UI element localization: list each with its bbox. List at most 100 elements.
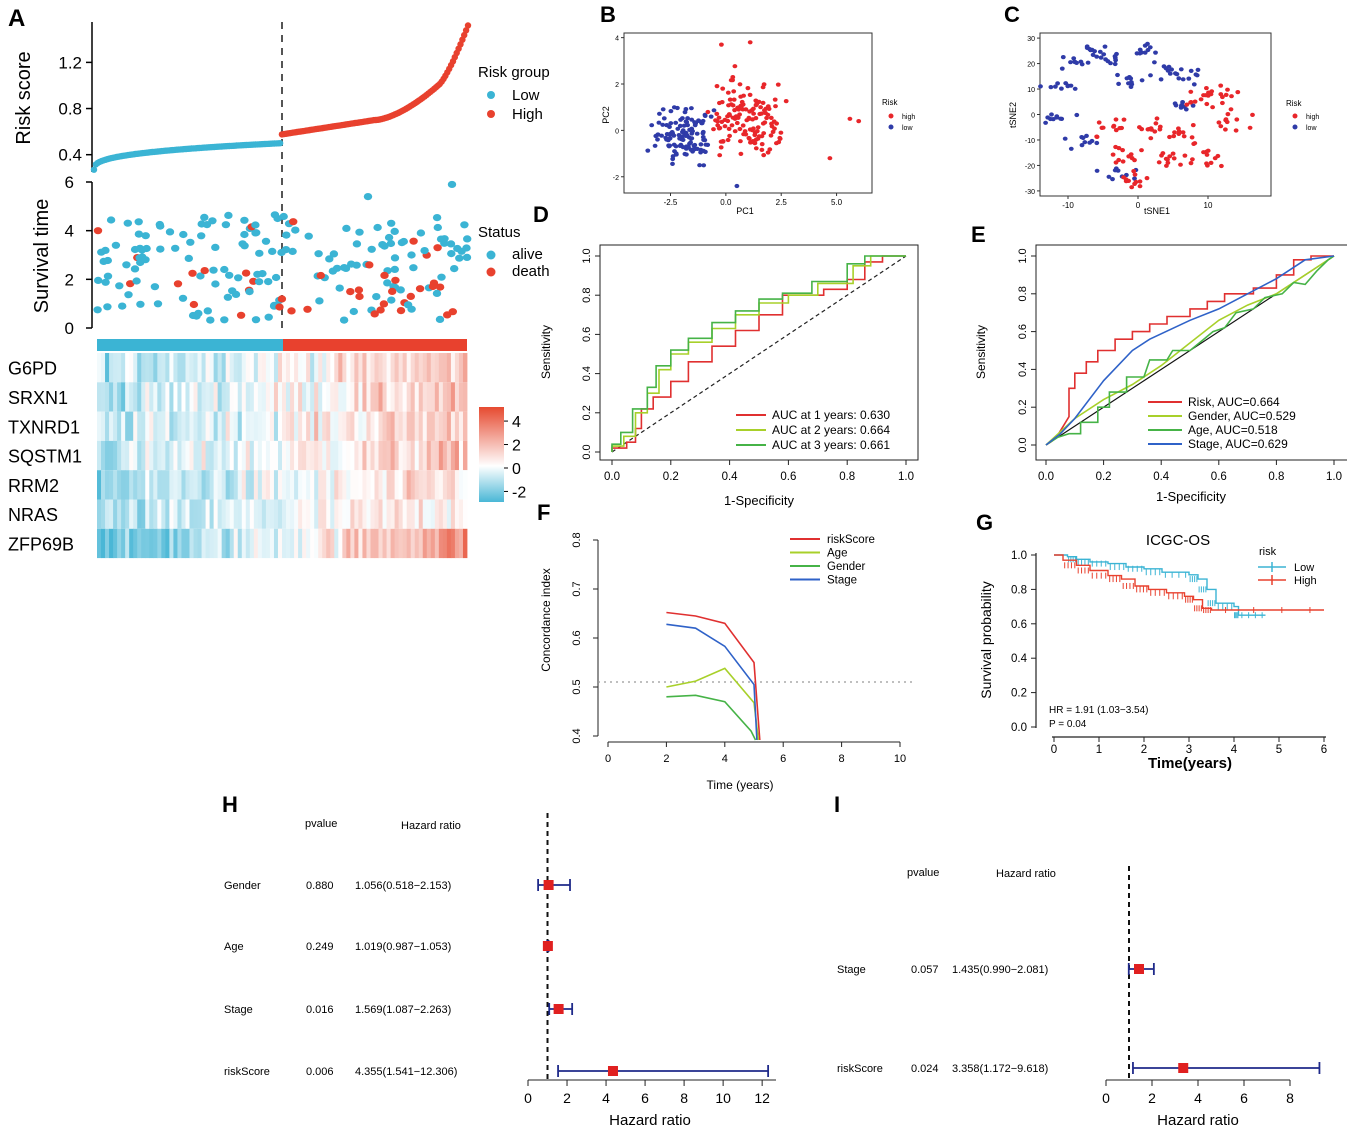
survival-point-alive xyxy=(223,293,233,301)
scatter-point-high xyxy=(751,111,756,116)
scatter-point-low xyxy=(661,116,667,121)
survival-point-alive xyxy=(268,247,277,255)
heatmap-cell xyxy=(398,528,404,559)
heatmap-cell xyxy=(177,528,182,559)
heatmap-cell xyxy=(113,528,118,559)
heatmap-cell xyxy=(245,440,251,471)
km-title: ICGC-OS xyxy=(1146,532,1210,549)
roc-curve xyxy=(611,255,906,452)
roc-ytick-label: 0.8 xyxy=(581,288,593,303)
gene-label: RRM2 xyxy=(8,476,59,496)
heatmap-cell xyxy=(205,382,211,412)
heatmap-cell xyxy=(398,440,404,471)
scatter-point-high xyxy=(1171,156,1177,161)
survival-point-alive xyxy=(196,272,205,280)
cindex-legend-label: Age xyxy=(827,548,847,560)
scatter-point-high xyxy=(778,130,784,135)
scatter-point-high xyxy=(1123,179,1129,184)
heatmap-cell xyxy=(241,411,247,441)
heatmap-cell xyxy=(394,470,400,500)
risk-score-point xyxy=(464,22,472,29)
scatter-point-low xyxy=(666,143,671,148)
heatmap-cell xyxy=(386,470,391,500)
heatmap-cell xyxy=(157,499,162,529)
forest-row-pvalue: 0.249 xyxy=(306,941,334,953)
scatter-point-high xyxy=(753,103,759,108)
survival-point-death xyxy=(380,271,389,279)
heatmap-cell xyxy=(109,499,114,529)
km-ytick-label: 0.6 xyxy=(1011,619,1027,631)
heatmap-cell xyxy=(197,470,202,500)
heatmap-cell xyxy=(314,411,319,441)
heatmap-cell xyxy=(334,353,339,383)
forest-xtick-label: 2 xyxy=(563,1090,571,1106)
scatter-point-low xyxy=(1068,146,1074,151)
heatmap-cell xyxy=(193,440,198,471)
heatmap-cell xyxy=(165,528,170,559)
heatmap-cell xyxy=(185,499,190,529)
scatter-point-high xyxy=(734,120,740,126)
heatmap-cell xyxy=(113,499,118,529)
scatter-point-low xyxy=(696,118,702,123)
scatter-point-low xyxy=(676,133,682,138)
survival-point-alive xyxy=(384,233,394,242)
heatmap-cell xyxy=(253,470,259,500)
cindex-ytick-label: 0.8 xyxy=(571,532,583,547)
heatmap-cell xyxy=(326,440,331,471)
heatmap-cell xyxy=(386,382,391,412)
heatmap-cell xyxy=(165,470,170,500)
heatmap-cell xyxy=(430,528,436,559)
heatmap-cell xyxy=(342,470,347,500)
heatmap-cell xyxy=(265,411,271,441)
heatmap-cell xyxy=(398,499,404,529)
heatmap-cell xyxy=(217,440,223,471)
heatmap-cell xyxy=(105,353,110,383)
heatmap-cell xyxy=(318,353,323,383)
scatter-point-high xyxy=(777,136,783,141)
km-xlabel: Time(years) xyxy=(1148,755,1232,772)
heatmap-cell xyxy=(402,411,408,441)
cindex-xtick-label: 6 xyxy=(780,753,786,765)
heatmap-cell xyxy=(165,353,170,383)
heatmap-cell xyxy=(318,411,323,441)
scatter-point-low xyxy=(1128,76,1134,81)
heatmap-cell xyxy=(189,440,194,471)
heatmap-cell xyxy=(334,440,339,471)
scatter-point-low xyxy=(683,133,689,138)
km-xtick-label: 3 xyxy=(1186,744,1192,756)
scatter-point-low xyxy=(1079,62,1085,67)
survival-point-death xyxy=(275,303,284,311)
forest-xtick-label: 8 xyxy=(680,1090,688,1106)
forest-row-pvalue: 0.057 xyxy=(911,964,939,976)
heatmap-cell xyxy=(109,440,114,471)
survival-point-alive xyxy=(165,228,175,236)
heatmap-cell xyxy=(290,382,295,412)
heatmap-cell xyxy=(277,353,283,383)
heatmap-cell xyxy=(366,382,371,412)
scatter-point-low xyxy=(1053,84,1058,89)
heatmap-cell xyxy=(298,411,303,441)
heatmap-cell xyxy=(133,499,138,529)
scatter-point-high xyxy=(715,123,721,128)
heatmap-cell xyxy=(261,382,267,412)
heatmap-cell xyxy=(193,382,198,412)
scatter-point-low xyxy=(1145,41,1150,47)
heatmap-cell xyxy=(245,528,251,559)
heatmap-cell xyxy=(249,499,255,529)
survival-point-alive xyxy=(387,296,396,304)
roc-d-xlabel: 1-Specificity xyxy=(724,493,795,508)
scatter-point-low xyxy=(669,130,675,135)
heatmap-cell xyxy=(310,382,315,412)
survival-point-alive xyxy=(178,294,188,302)
scatter-point-low xyxy=(708,114,714,119)
heatmap-cell xyxy=(454,353,460,383)
scatter-point-high xyxy=(756,99,762,104)
scatter-point-high xyxy=(761,153,767,158)
heatmap-cell xyxy=(286,382,291,412)
heatmap-cell xyxy=(121,411,126,441)
heatmap-cell xyxy=(362,382,367,412)
scatter-point-high xyxy=(720,86,726,91)
heatmap-cell xyxy=(129,470,134,500)
scatter-point-low xyxy=(1098,55,1104,60)
risk-legend-title: Risk group xyxy=(478,64,550,81)
